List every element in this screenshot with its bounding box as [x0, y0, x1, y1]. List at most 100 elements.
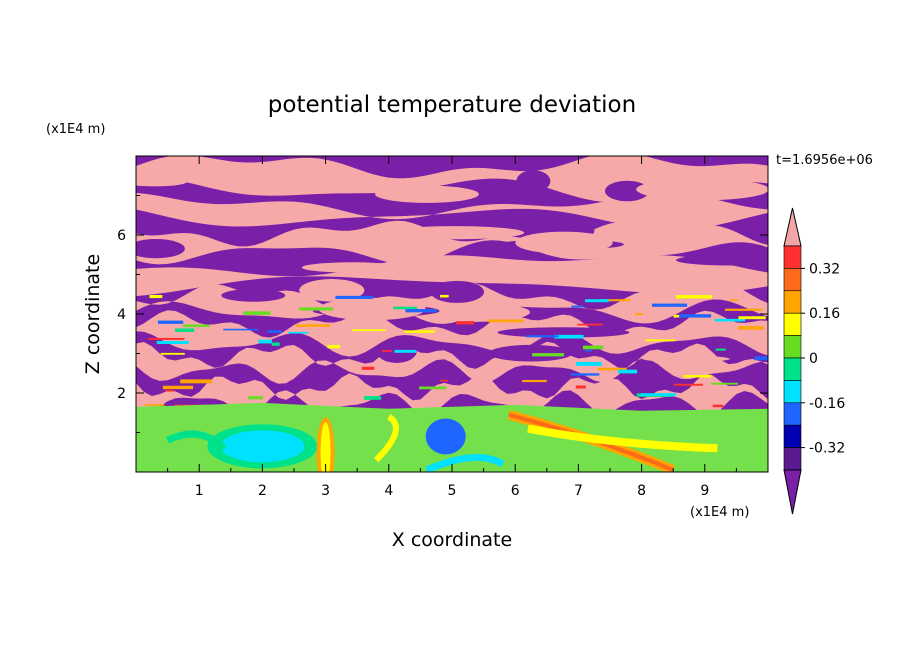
colorbar-swatch — [783, 268, 802, 292]
y-tick-label: 4 — [117, 307, 126, 323]
mixing-streak — [673, 383, 703, 386]
colorbar-label: -0.32 — [809, 441, 845, 457]
warm-streak — [527, 424, 718, 453]
mixing-streak — [585, 299, 609, 303]
mixing-streak — [554, 334, 584, 339]
mixing-streak — [149, 294, 163, 299]
colorbar-swatch — [783, 402, 802, 426]
chart-title: potential temperature deviation — [268, 92, 636, 118]
mixing-streak — [157, 320, 184, 324]
layer-blob — [375, 185, 479, 203]
colorbar-swatch — [783, 312, 802, 336]
y-axis-title: Z coordinate — [82, 254, 104, 374]
mixing-streak — [729, 299, 738, 301]
layer-blob — [318, 297, 426, 321]
mixing-streak — [575, 385, 586, 389]
mixing-streak — [645, 339, 676, 342]
mixing-streak — [180, 379, 213, 384]
mixing-streak — [651, 303, 688, 307]
mixing-streak — [679, 314, 712, 318]
layer-blob — [590, 318, 624, 330]
x-tick-label: 3 — [321, 483, 330, 499]
mixing-streak — [393, 306, 418, 310]
x-tick-label: 5 — [448, 483, 457, 499]
mixing-streak — [526, 335, 559, 338]
mixing-streak — [165, 389, 175, 392]
mixing-streak — [714, 318, 746, 322]
layer-blob — [676, 254, 768, 266]
x-tick-label: 8 — [637, 483, 646, 499]
x-axis-title: X coordinate — [392, 529, 512, 551]
layer-blob — [515, 231, 613, 254]
layer-blob — [569, 185, 608, 197]
eddy-streak — [374, 414, 399, 463]
mixing-streak — [351, 329, 386, 332]
mixing-streak — [405, 309, 437, 313]
colorbar-extend-min — [783, 469, 802, 515]
mixing-streak — [440, 294, 449, 298]
mixing-streak — [223, 328, 258, 331]
mixing-streak — [418, 386, 447, 390]
x-tick-label: 6 — [511, 483, 520, 499]
mixing-streak — [394, 349, 417, 353]
positive-layer — [136, 373, 768, 416]
mixing-streak — [738, 326, 764, 330]
colorbar-label: 0 — [809, 351, 818, 367]
mixing-streak — [404, 330, 435, 333]
mixing-streak — [160, 352, 185, 355]
x-tick-label: 7 — [574, 483, 583, 499]
mixing-streak — [724, 308, 762, 311]
layer-blob — [642, 355, 730, 363]
mixing-streak — [576, 361, 602, 366]
mixing-streak — [487, 319, 524, 323]
colorbar-swatch — [783, 424, 802, 448]
layer-blob — [516, 170, 551, 193]
x-tick-label: 9 — [700, 483, 709, 499]
colorbar-swatch — [783, 335, 802, 359]
mixing-streak — [258, 339, 273, 344]
mixing-streak — [456, 321, 474, 325]
mixing-streak — [584, 349, 592, 352]
x-unit-label: (x1E4 m) — [690, 505, 749, 520]
colorbar-swatch — [783, 447, 802, 471]
mixing-streak — [156, 340, 189, 345]
positive-layer — [136, 255, 768, 297]
mixing-streak — [683, 374, 712, 378]
mixing-streak — [577, 323, 603, 326]
mixing-streak — [640, 393, 677, 397]
eddy-streak — [166, 430, 227, 451]
colorbar: 0.32 0.16 0 -0.16 -0.32 — [783, 207, 845, 515]
plot-area — [136, 156, 768, 472]
positive-layer — [136, 310, 768, 357]
mixing-streak — [381, 350, 393, 352]
layer-blob — [430, 280, 485, 303]
mixing-streak — [296, 324, 331, 327]
time-label: t=1.6956e+06 — [776, 153, 873, 168]
colorbar-swatch — [783, 380, 802, 404]
x-tick-label: 1 — [195, 483, 204, 499]
mixing-streak — [162, 385, 194, 390]
mixing-streak — [327, 344, 341, 349]
x-axis: 1 2 3 4 5 6 7 8 9 — [167, 156, 737, 499]
mixing-streak — [299, 307, 334, 311]
mixing-streak — [363, 396, 382, 400]
layer-blob — [680, 198, 726, 215]
colorbar-swatch — [783, 357, 802, 381]
y-axis: 2 4 6 — [117, 195, 768, 433]
mixing-streak — [144, 404, 165, 406]
mixing-streak — [247, 396, 263, 400]
mixing-streak — [635, 313, 643, 316]
layer-blob — [136, 176, 188, 187]
mixing-streak — [715, 348, 726, 351]
layer-blob — [385, 226, 525, 240]
colorbar-label: -0.16 — [809, 396, 845, 412]
mixing-streak — [532, 353, 564, 357]
layer-blob — [268, 249, 340, 262]
colorbar-label: 0.32 — [809, 261, 840, 277]
mixing-streak — [597, 367, 627, 371]
positive-layer — [136, 341, 768, 384]
layer-blob — [636, 178, 768, 201]
y-unit-label: (x1E4 m) — [46, 122, 105, 137]
cold-eddy — [425, 418, 466, 455]
